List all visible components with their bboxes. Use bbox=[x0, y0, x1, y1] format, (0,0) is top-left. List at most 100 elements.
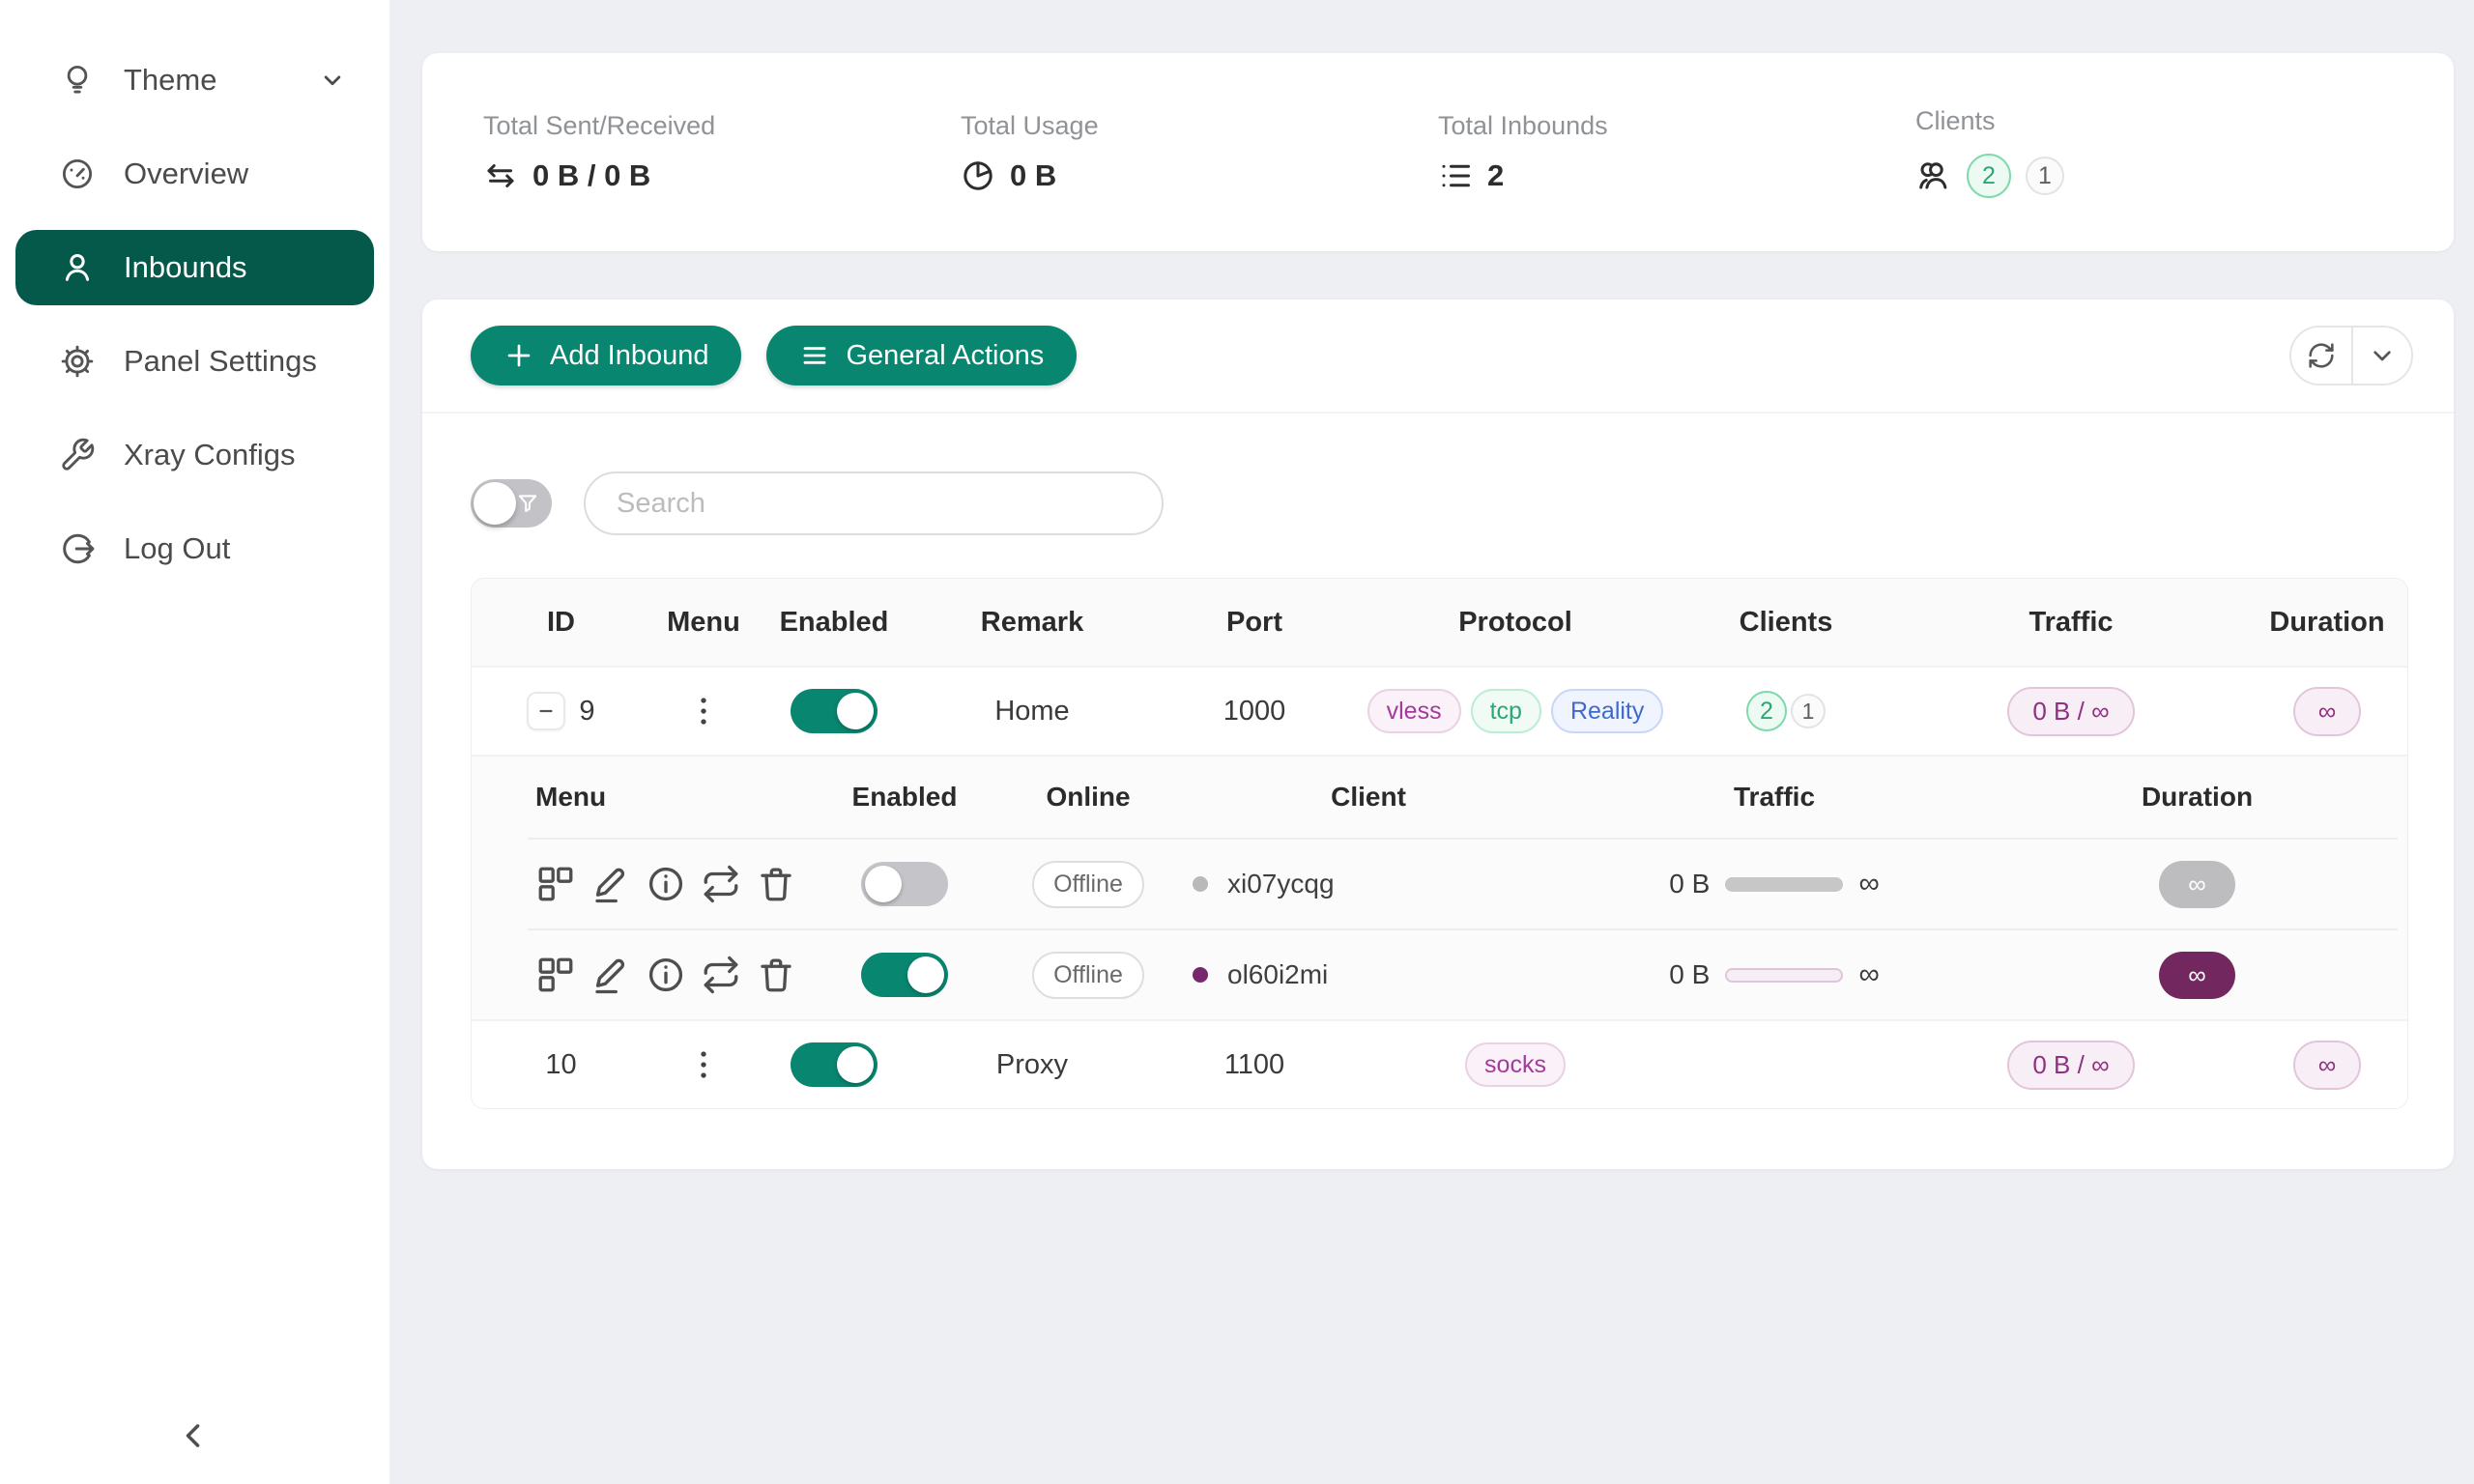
row-menu-button[interactable] bbox=[680, 1040, 727, 1090]
collapse-row-button[interactable] bbox=[527, 692, 566, 730]
clients-total-badge: 1 bbox=[2026, 157, 2064, 195]
search-input[interactable] bbox=[584, 471, 1164, 535]
gear-icon bbox=[58, 342, 97, 381]
toolbar-divider bbox=[422, 412, 2454, 414]
pie-chart-icon bbox=[961, 158, 995, 193]
reset-traffic-button[interactable] bbox=[701, 864, 741, 904]
traffic-progress-bar bbox=[1725, 876, 1844, 892]
refresh-button[interactable] bbox=[2291, 328, 2351, 384]
general-actions-button[interactable]: General Actions bbox=[766, 326, 1078, 385]
clients-online-badge: 2 bbox=[1967, 154, 2011, 198]
toggle-knob bbox=[865, 866, 902, 902]
client-duration-pill: ∞ bbox=[2159, 860, 2235, 908]
row-id: 9 bbox=[579, 695, 595, 727]
menu-lines-icon bbox=[799, 340, 830, 371]
inbound-enabled-toggle[interactable] bbox=[791, 689, 877, 733]
toggle-knob bbox=[474, 482, 516, 525]
sidebar-item-overview[interactable]: Overview bbox=[15, 136, 374, 212]
client-col-menu: Menu bbox=[535, 782, 607, 812]
sidebar-item-inbounds[interactable]: Inbounds bbox=[15, 230, 374, 305]
col-header-id: ID bbox=[547, 606, 575, 638]
sidebar-item-label: Overview bbox=[124, 157, 249, 190]
stat-label: Clients bbox=[1915, 106, 1996, 135]
edit-button[interactable] bbox=[590, 955, 631, 995]
expanded-clients-section: Menu Enabled Online Client Traffic Durat… bbox=[472, 755, 2407, 1019]
refresh-icon bbox=[2306, 340, 2337, 371]
client-col-duration: Duration bbox=[2141, 782, 2254, 812]
traffic-limit: ∞ bbox=[1858, 868, 1880, 899]
protocol-tag: Reality bbox=[1550, 688, 1664, 734]
row-clients-online-badge: 2 bbox=[1746, 691, 1787, 731]
client-col-enabled: Enabled bbox=[851, 782, 958, 812]
client-name: ol60i2mi bbox=[1227, 959, 1329, 989]
qr-code-button[interactable] bbox=[535, 955, 576, 995]
stat-label: Total Sent/Received bbox=[483, 111, 716, 140]
refresh-button-group bbox=[2289, 326, 2413, 385]
main-content: Total Sent/Received 0 B / 0 B Total Usag… bbox=[389, 0, 2474, 1484]
repeat-icon bbox=[701, 864, 741, 904]
col-header-menu: Menu bbox=[667, 606, 740, 638]
col-header-clients: Clients bbox=[1739, 606, 1833, 638]
funnel-icon bbox=[515, 491, 540, 516]
sidebar-item-panel-settings[interactable]: Panel Settings bbox=[15, 324, 374, 399]
stat-value-text: 0 B bbox=[1010, 158, 1057, 192]
edit-button[interactable] bbox=[590, 864, 631, 904]
client-table: Menu Enabled Online Client Traffic Durat… bbox=[528, 756, 2398, 1019]
trash-icon bbox=[756, 864, 796, 904]
trash-icon bbox=[756, 955, 796, 995]
col-header-traffic: Traffic bbox=[2028, 606, 2114, 638]
row-duration-pill: ∞ bbox=[2292, 1040, 2362, 1090]
traffic-limit: ∞ bbox=[1858, 958, 1880, 990]
filter-toggle[interactable] bbox=[471, 479, 552, 528]
row-remark: Proxy bbox=[995, 1048, 1069, 1080]
client-enabled-toggle[interactable] bbox=[861, 953, 948, 997]
wrench-icon bbox=[58, 436, 97, 474]
qr-code-icon bbox=[535, 864, 576, 904]
sidebar-item-xray-configs[interactable]: Xray Configs bbox=[15, 417, 374, 493]
pencil-icon bbox=[590, 864, 631, 904]
add-inbound-button[interactable]: Add Inbound bbox=[471, 326, 742, 385]
stat-value-text: 0 B / 0 B bbox=[532, 158, 651, 192]
stat-total-usage: Total Usage 0 B bbox=[961, 111, 1438, 193]
stat-total-inbounds: Total Inbounds 2 bbox=[1438, 111, 1915, 193]
client-row: Offline xi07ycqg 0 B ∞ ∞ bbox=[528, 838, 2398, 928]
col-header-remark: Remark bbox=[980, 606, 1084, 638]
chevron-left-icon bbox=[172, 1414, 215, 1457]
client-enabled-toggle[interactable] bbox=[861, 862, 948, 906]
qr-code-button[interactable] bbox=[535, 864, 576, 904]
sidebar-collapse-button[interactable] bbox=[166, 1409, 220, 1463]
stat-clients: Clients 2 1 bbox=[1915, 106, 2393, 198]
delete-button[interactable] bbox=[756, 955, 796, 995]
reset-traffic-button[interactable] bbox=[701, 955, 741, 995]
row-traffic-pill: 0 B / ∞ bbox=[2007, 1040, 2135, 1090]
delete-button[interactable] bbox=[756, 864, 796, 904]
client-traffic-used: 0 B bbox=[1669, 869, 1711, 899]
client-traffic-used: 0 B bbox=[1669, 959, 1711, 989]
inbound-enabled-toggle[interactable] bbox=[791, 1042, 877, 1087]
online-status-badge: Offline bbox=[1032, 951, 1144, 999]
sidebar: Theme Overview Inbounds Panel Settings X… bbox=[0, 0, 389, 1484]
info-button[interactable] bbox=[646, 955, 686, 995]
expand-options-button[interactable] bbox=[2351, 328, 2411, 384]
sidebar-item-label: Theme bbox=[124, 63, 217, 97]
info-button[interactable] bbox=[646, 864, 686, 904]
client-col-online: Online bbox=[1046, 782, 1131, 812]
toggle-knob bbox=[837, 693, 874, 729]
protocol-tag: tcp bbox=[1470, 688, 1541, 734]
client-duration-pill: ∞ bbox=[2159, 951, 2235, 999]
sidebar-item-theme[interactable]: Theme bbox=[15, 43, 374, 118]
toggle-knob bbox=[907, 956, 944, 993]
table-row: 9 Home 1000 vless tcp Reality bbox=[472, 666, 2407, 755]
sidebar-item-label: Panel Settings bbox=[124, 344, 317, 378]
sidebar-item-logout[interactable]: Log Out bbox=[15, 511, 374, 586]
stat-label: Total Inbounds bbox=[1438, 111, 1608, 140]
info-icon bbox=[646, 864, 686, 904]
inbounds-panel: Add Inbound General Actions bbox=[422, 300, 2454, 1169]
plus-icon bbox=[503, 340, 534, 371]
row-menu-button[interactable] bbox=[680, 686, 727, 736]
lightbulb-icon bbox=[58, 61, 97, 100]
sidebar-item-label: Xray Configs bbox=[124, 438, 296, 471]
row-clients-total-badge: 1 bbox=[1791, 694, 1826, 728]
traffic-progress-bar bbox=[1725, 967, 1844, 983]
row-remark: Home bbox=[994, 695, 1070, 727]
